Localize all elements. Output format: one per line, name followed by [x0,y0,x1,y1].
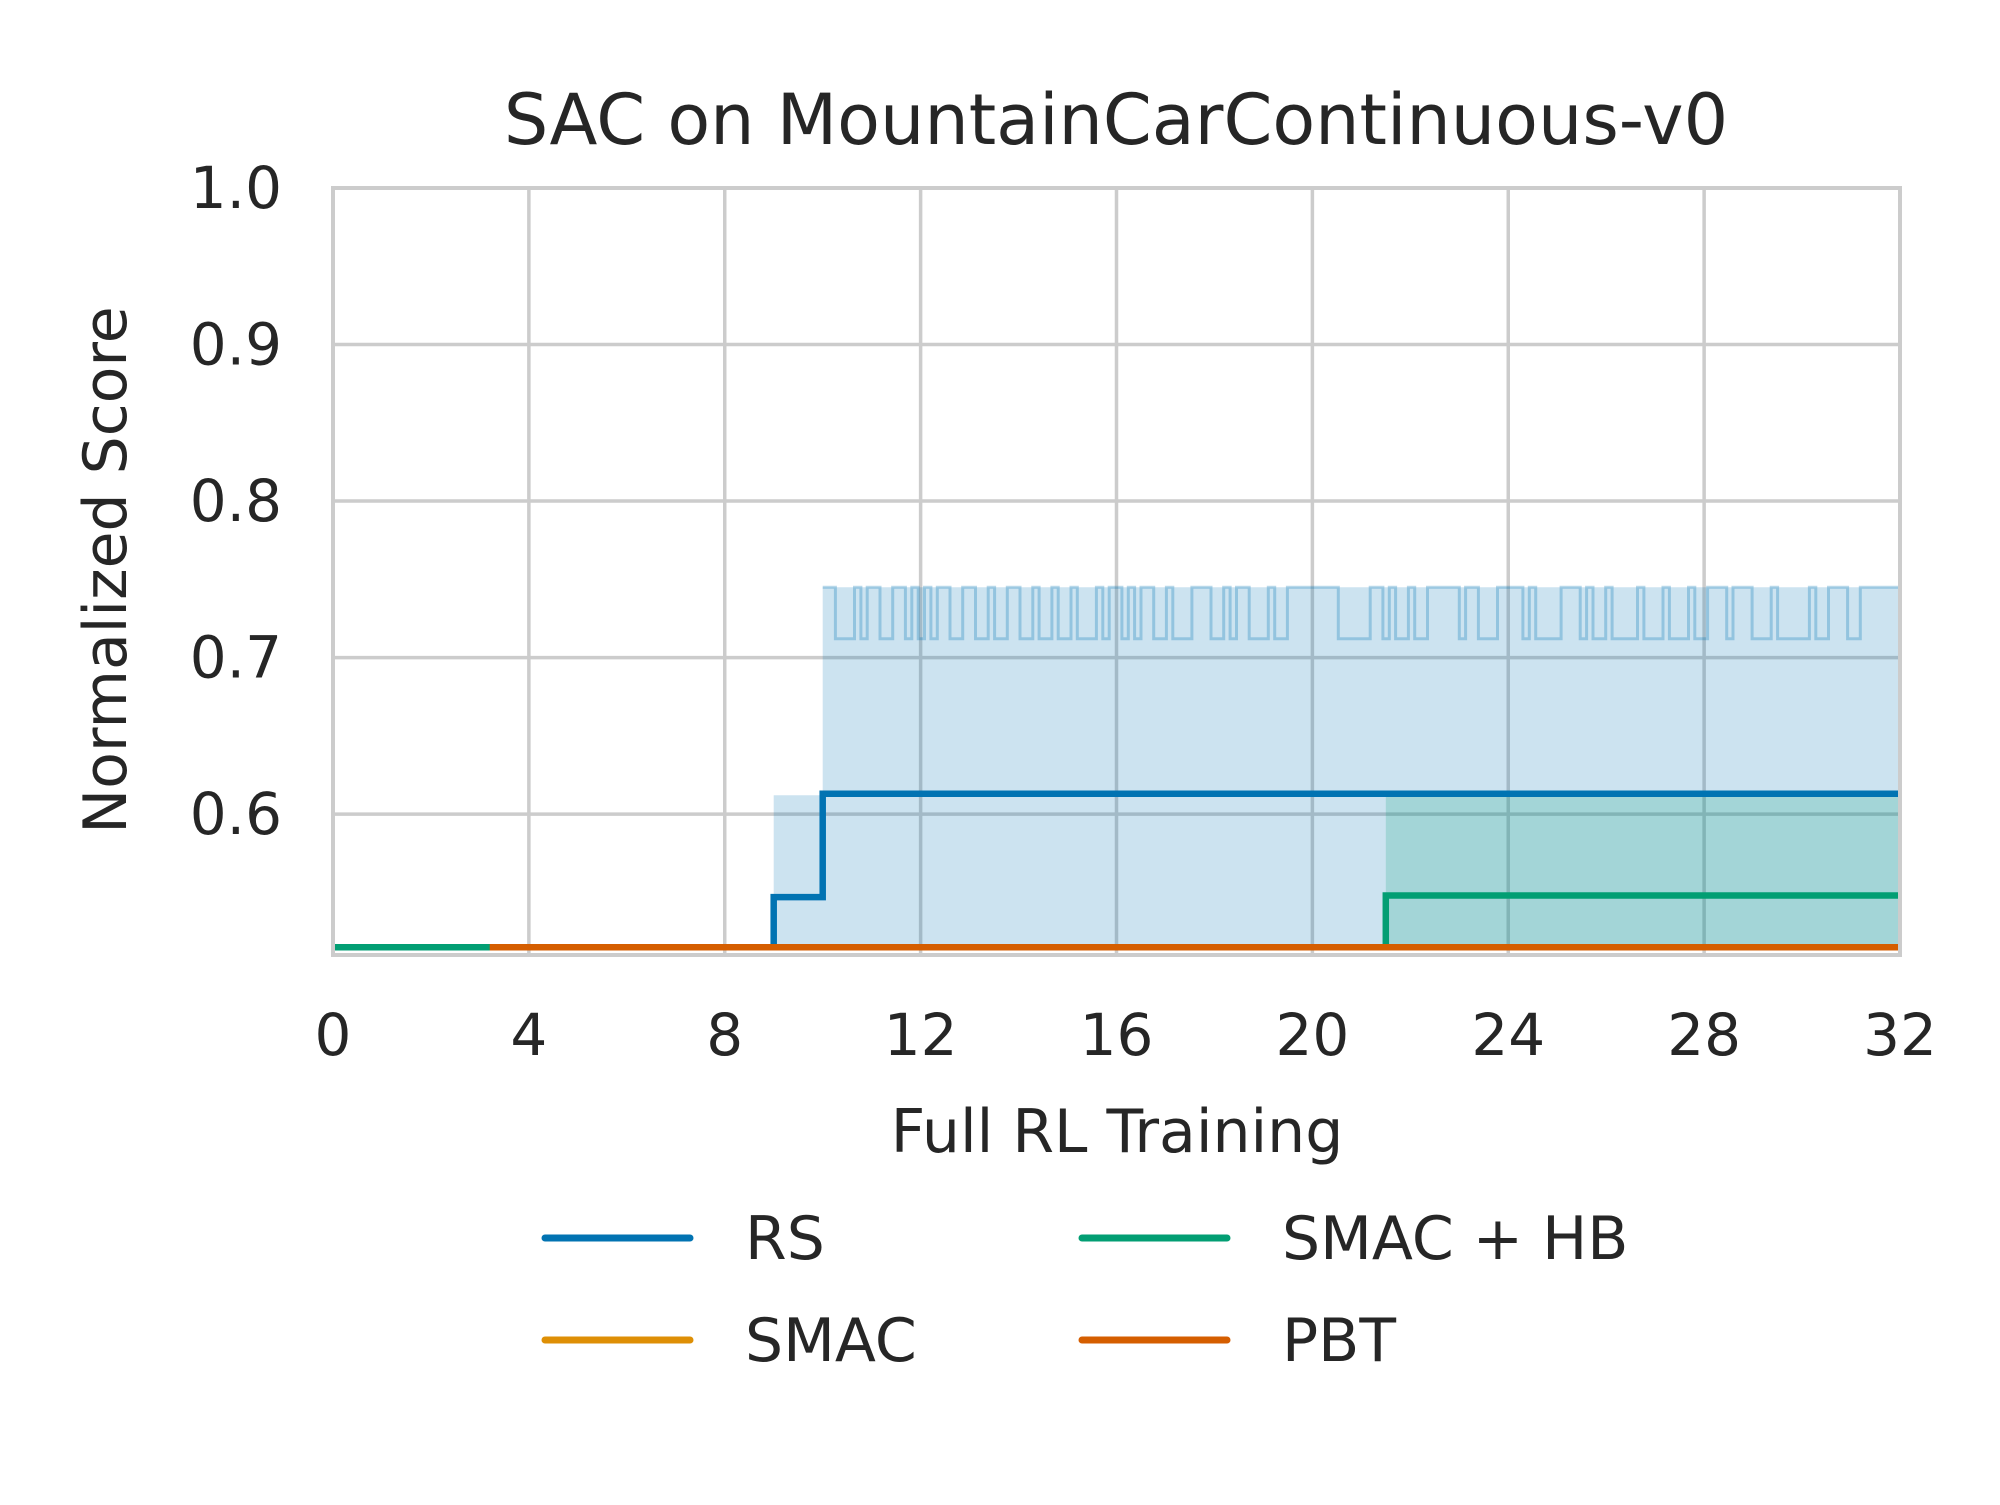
x-tick-label: 0 [315,1001,352,1069]
y-tick-label: 0.7 [190,624,282,692]
x-tick-label: 20 [1275,1001,1349,1069]
confidence-band-smac-hb [333,795,1900,948]
y-tick-label: 0.6 [190,780,282,848]
x-tick-label: 12 [884,1001,958,1069]
y-tick-label: 0.8 [190,467,282,535]
x-tick-label: 4 [510,1001,547,1069]
chart-title: SAC on MountainCarContinuous-v0 [504,79,1728,161]
y-tick-label: 1.0 [190,154,282,222]
confidence-band-rs [333,587,1900,948]
legend: RS SMAC SMAC + HB PBT [541,1204,1628,1376]
legend-label-pbt: PBT [1282,1306,1396,1376]
x-tick-label: 16 [1080,1001,1154,1069]
x-tick-label: 28 [1667,1001,1741,1069]
y-tick-label: 0.9 [190,311,282,379]
legend-label-smac-hb: SMAC + HB [1282,1204,1628,1274]
x-tick-label: 32 [1863,1001,1937,1069]
legend-label-smac: SMAC [745,1306,917,1376]
y-axis-label: Normalized Score [71,306,141,833]
x-axis-label: Full RL Training [891,1097,1344,1167]
x-tick-label: 8 [706,1001,743,1069]
band-upper-edge-rs [822,585,1900,641]
plot-area: 0 4 8 12 16 20 24 28 32 0.6 0.7 0.8 0.9 1.0 [190,154,1937,1069]
legend-label-rs: RS [745,1204,825,1274]
plot-border [331,186,1902,957]
x-tick-label: 24 [1471,1001,1545,1069]
